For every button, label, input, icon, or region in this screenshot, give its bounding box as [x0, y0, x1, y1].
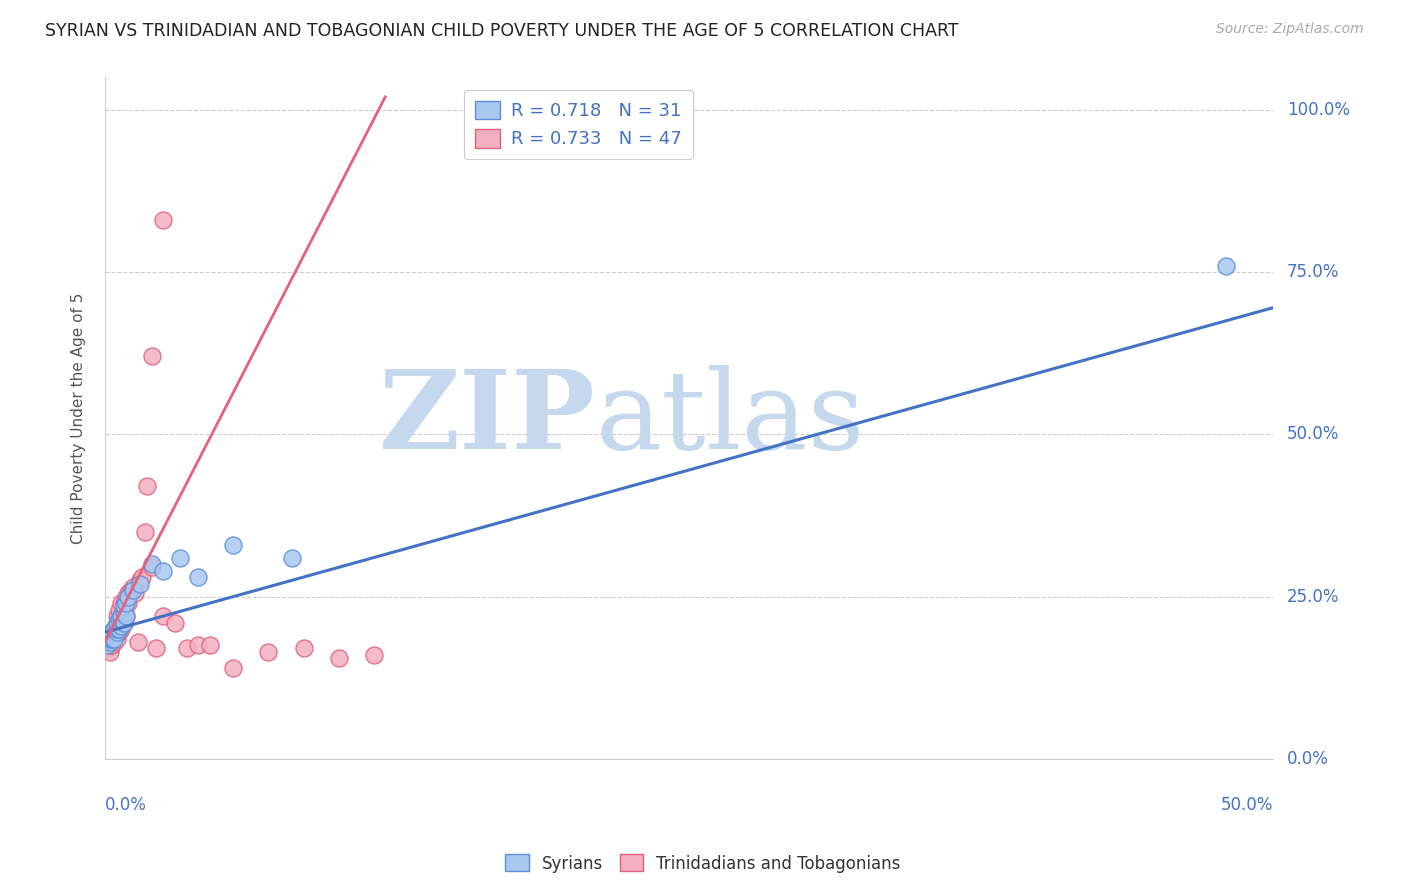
Point: [136, 479, 159, 493]
Text: 0.0%: 0.0%: [1286, 750, 1329, 768]
Legend: R = 0.718   N = 31, R = 0.733   N = 47: R = 0.718 N = 31, R = 0.733 N = 47: [464, 90, 693, 160]
Point: [112, 599, 135, 614]
Point: [108, 622, 131, 636]
Point: [98, 635, 121, 649]
Point: [105, 609, 128, 624]
Point: [165, 615, 187, 630]
Point: [112, 606, 135, 620]
Point: [187, 638, 209, 652]
Point: [152, 564, 174, 578]
Point: [101, 625, 124, 640]
Point: [328, 651, 350, 665]
Text: Source: ZipAtlas.com: Source: ZipAtlas.com: [1216, 22, 1364, 37]
Point: [101, 632, 124, 646]
Point: [103, 622, 125, 636]
Point: [115, 609, 138, 624]
Point: [129, 576, 152, 591]
Point: [105, 622, 128, 636]
Point: [108, 625, 131, 640]
Point: [98, 645, 121, 659]
Point: [112, 615, 135, 630]
Point: [96, 638, 118, 652]
Point: [198, 638, 221, 652]
Point: [292, 641, 315, 656]
Point: [101, 628, 124, 642]
Point: [105, 615, 128, 630]
Point: [115, 590, 138, 604]
Point: [101, 632, 124, 646]
Point: [117, 590, 139, 604]
Point: [222, 538, 245, 552]
Text: atlas: atlas: [596, 365, 865, 472]
Point: [115, 609, 138, 624]
Point: [103, 622, 125, 636]
Point: [110, 622, 132, 636]
Point: [117, 596, 139, 610]
Point: [108, 602, 131, 616]
Point: [122, 583, 145, 598]
Point: [117, 586, 139, 600]
Point: [1215, 259, 1237, 273]
Text: 0.0%: 0.0%: [105, 797, 146, 814]
Point: [131, 570, 153, 584]
Point: [103, 628, 125, 642]
Point: [98, 638, 121, 652]
Point: [110, 609, 132, 624]
Point: [187, 570, 209, 584]
Point: [96, 641, 118, 656]
Point: [141, 557, 163, 571]
Point: [110, 612, 132, 626]
Text: 50.0%: 50.0%: [1220, 797, 1272, 814]
Point: [105, 632, 128, 646]
Point: [152, 213, 174, 227]
Point: [101, 638, 124, 652]
Text: SYRIAN VS TRINIDADIAN AND TOBAGONIAN CHILD POVERTY UNDER THE AGE OF 5 CORRELATIO: SYRIAN VS TRINIDADIAN AND TOBAGONIAN CHI…: [45, 22, 959, 40]
Point: [115, 596, 138, 610]
Point: [222, 661, 245, 675]
Point: [110, 596, 132, 610]
Point: [98, 632, 121, 646]
Point: [105, 622, 128, 636]
Y-axis label: Child Poverty Under the Age of 5: Child Poverty Under the Age of 5: [72, 293, 86, 544]
Point: [257, 645, 280, 659]
Point: [101, 625, 124, 640]
Point: [281, 550, 304, 565]
Point: [108, 615, 131, 630]
Point: [108, 612, 131, 626]
Point: [112, 615, 135, 630]
Text: ZIP: ZIP: [378, 365, 596, 472]
Point: [129, 574, 152, 588]
Point: [363, 648, 385, 662]
Text: 100.0%: 100.0%: [1286, 101, 1350, 119]
Text: 75.0%: 75.0%: [1286, 263, 1339, 281]
Point: [124, 586, 146, 600]
Point: [98, 632, 121, 646]
Text: 50.0%: 50.0%: [1286, 425, 1339, 443]
Point: [122, 580, 145, 594]
Point: [145, 641, 167, 656]
Point: [105, 615, 128, 630]
Point: [127, 635, 149, 649]
Point: [96, 638, 118, 652]
Text: 25.0%: 25.0%: [1286, 588, 1340, 606]
Point: [141, 560, 163, 574]
Point: [141, 350, 163, 364]
Legend: Syrians, Trinidadians and Tobagonians: Syrians, Trinidadians and Tobagonians: [499, 847, 907, 880]
Point: [176, 641, 198, 656]
Point: [169, 550, 191, 565]
Point: [110, 619, 132, 633]
Point: [134, 524, 156, 539]
Point: [120, 583, 142, 598]
Point: [103, 635, 125, 649]
Point: [105, 625, 128, 640]
Point: [103, 632, 125, 646]
Point: [110, 609, 132, 624]
Point: [112, 596, 135, 610]
Point: [152, 609, 174, 624]
